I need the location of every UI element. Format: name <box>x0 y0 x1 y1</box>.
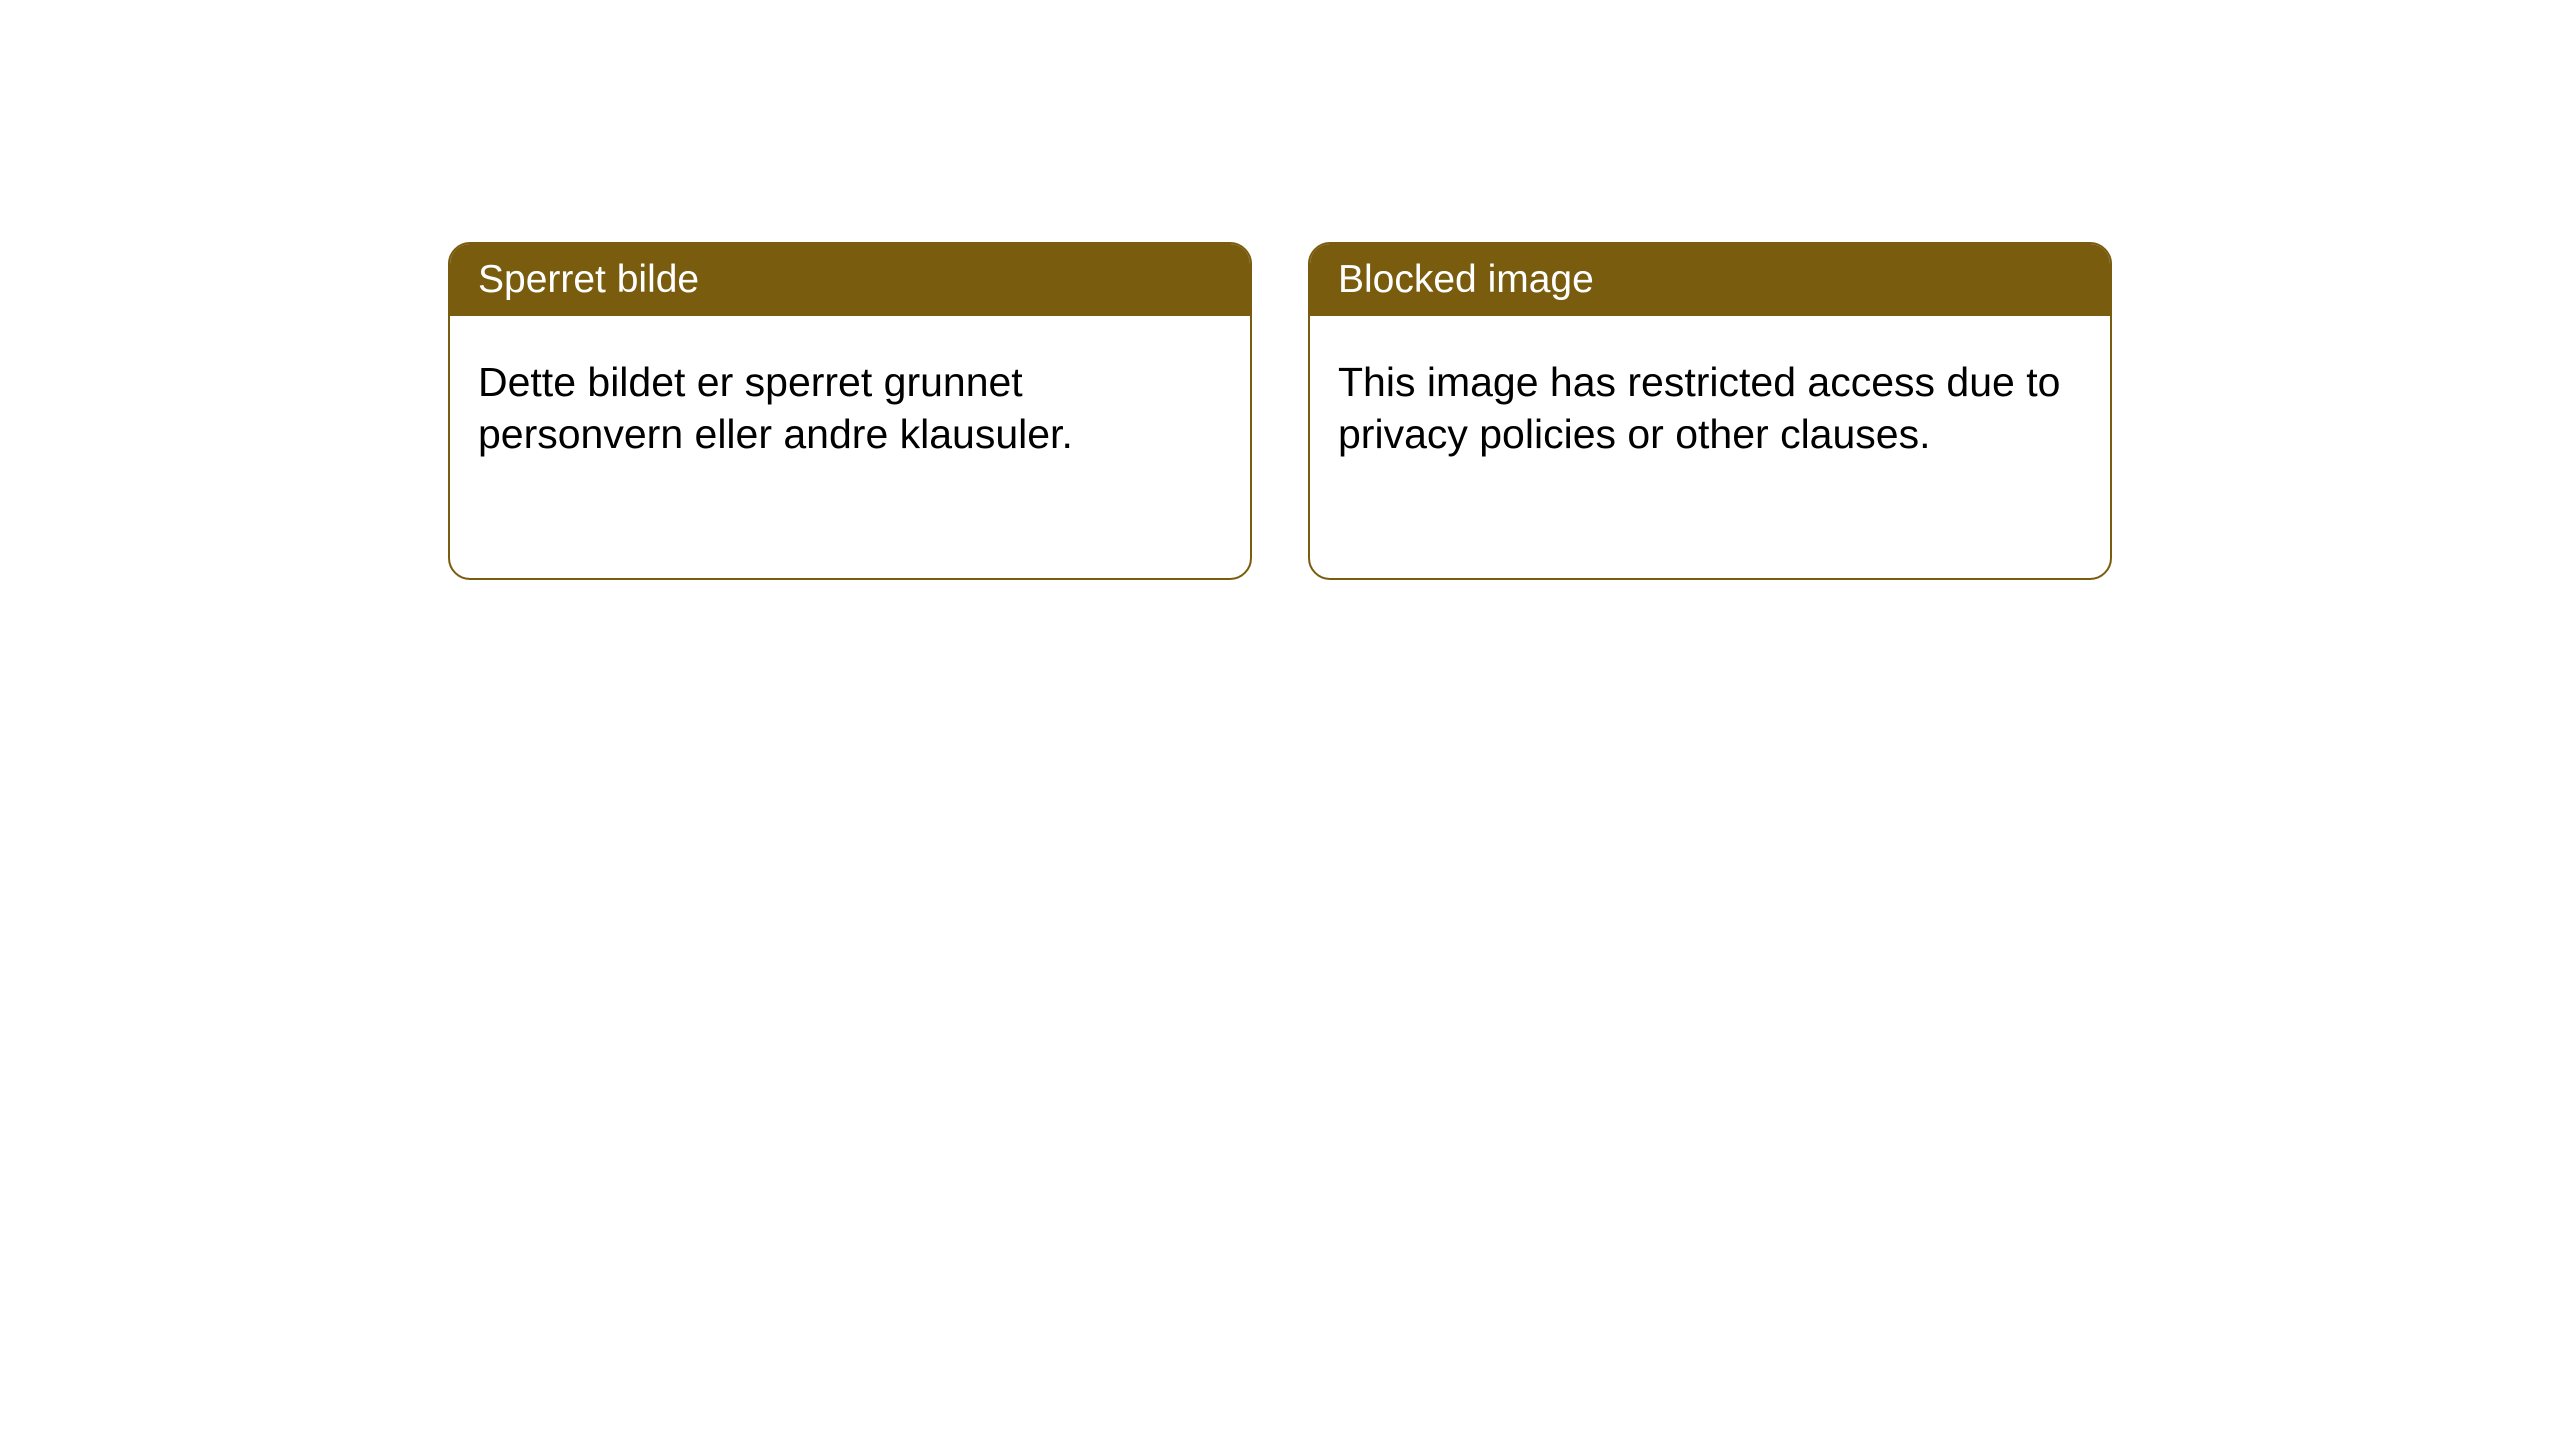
card-body-text: This image has restricted access due to … <box>1338 359 2060 457</box>
notice-container: Sperret bilde Dette bildet er sperret gr… <box>0 0 2560 580</box>
card-body: This image has restricted access due to … <box>1310 316 2110 489</box>
card-body-text: Dette bildet er sperret grunnet personve… <box>478 359 1073 457</box>
card-header: Blocked image <box>1310 244 2110 316</box>
card-body: Dette bildet er sperret grunnet personve… <box>450 316 1250 489</box>
card-title: Blocked image <box>1338 258 1594 301</box>
card-title: Sperret bilde <box>478 258 699 301</box>
card-header: Sperret bilde <box>450 244 1250 316</box>
blocked-image-card-en: Blocked image This image has restricted … <box>1308 242 2112 580</box>
blocked-image-card-no: Sperret bilde Dette bildet er sperret gr… <box>448 242 1252 580</box>
